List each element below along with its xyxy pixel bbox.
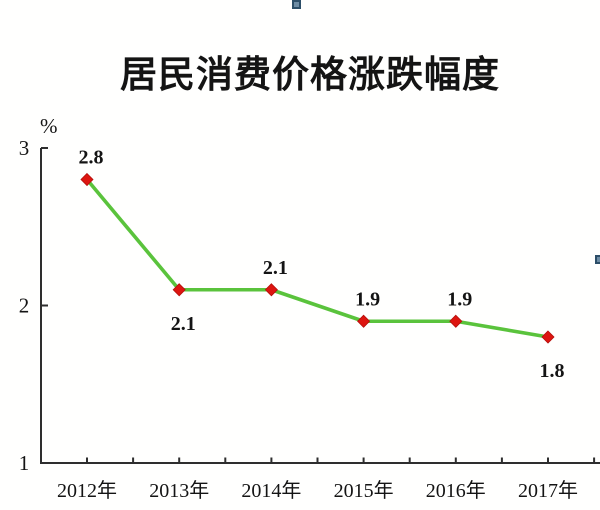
data-point-label: 1.8: [540, 360, 565, 382]
x-category-label: 2015年: [334, 479, 394, 502]
x-category-label: 2017年: [518, 479, 578, 502]
y-tick-label: 2: [19, 294, 30, 318]
data-point-marker: [80, 172, 94, 187]
x-category-label: 2012年: [57, 479, 117, 502]
data-point-marker: [357, 314, 371, 328]
data-point-label: 2.1: [263, 257, 288, 279]
data-point-marker: [449, 314, 463, 328]
data-point-label: 2.8: [79, 147, 104, 169]
data-point-label: 2.1: [171, 313, 196, 335]
y-tick-label: 1: [19, 451, 30, 475]
data-point-label: 1.9: [447, 288, 472, 310]
resize-handle-right[interactable]: [595, 255, 600, 264]
x-category-label: 2013年: [149, 479, 209, 502]
y-tick-label: 3: [19, 136, 30, 160]
data-point-marker: [172, 283, 186, 297]
y-axis-unit-label: %: [40, 114, 58, 138]
trend-line: [85, 177, 550, 339]
data-point-marker: [264, 283, 278, 297]
resize-handle-top[interactable]: [292, 0, 301, 9]
x-category-label: 2014年: [241, 479, 301, 502]
chart-title: 居民消费价格涨跌幅度: [120, 55, 500, 96]
data-point-marker: [541, 330, 555, 344]
data-point-label: 1.9: [355, 288, 380, 310]
x-category-label: 2016年: [426, 479, 486, 502]
